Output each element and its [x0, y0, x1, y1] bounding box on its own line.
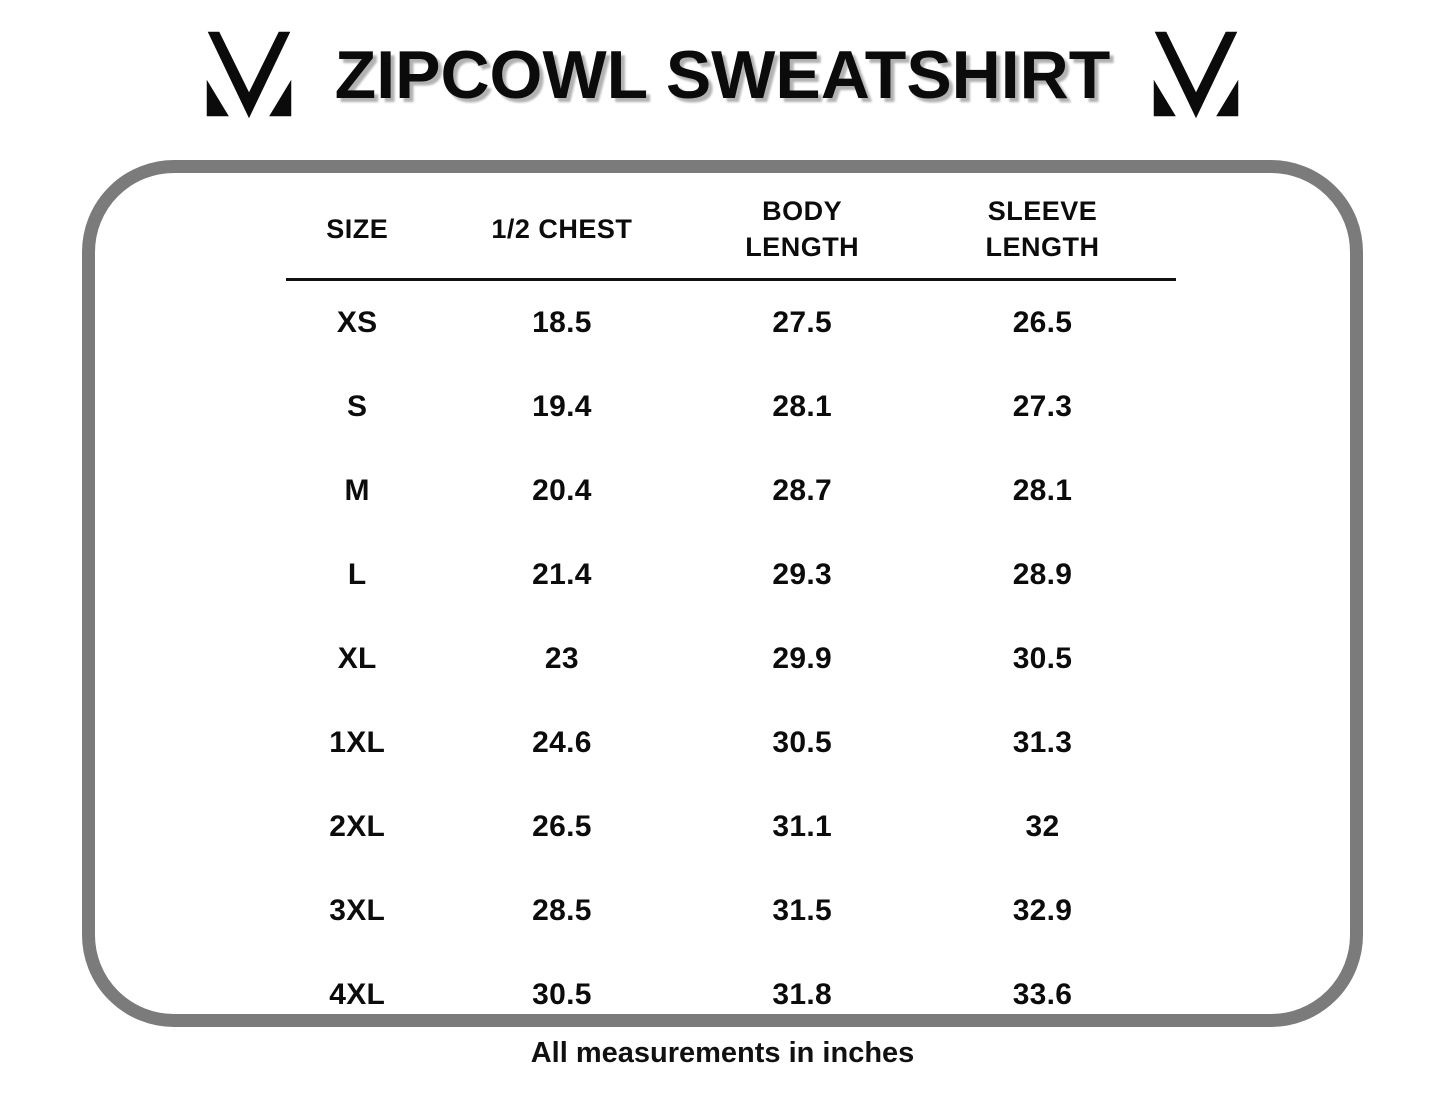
m-monogram-icon [1154, 31, 1239, 119]
page-title: ZIPCOWL SWEATSHIRT [334, 37, 1111, 113]
footer-note: All measurements in inches [530, 1037, 915, 1069]
half-chest-cell: 20.4 [532, 473, 592, 507]
body-length-cell: 29.9 [772, 641, 832, 675]
size-row-s: S 19.4 28.1 27.3 [286, 365, 1176, 449]
size-row-l: L 21.4 29.3 28.9 [286, 533, 1176, 617]
sleeve-length-cell: 27.3 [1012, 389, 1073, 423]
column-header-body-length: BODY LENGTH [745, 196, 860, 263]
header: ZIPCOWL SWEATSHIRT [0, 0, 1445, 126]
size-cell: L [347, 557, 367, 591]
sleeve-length-cell: 28.9 [1012, 557, 1073, 591]
half-chest-cell: 21.4 [532, 557, 592, 591]
body-length-cell: 30.5 [772, 725, 832, 759]
size-chart-header: SIZE 1/2 CHEST BODY LENGTH SLEEVE LENGTH [286, 173, 1176, 280]
half-chest-cell: 30.5 [532, 977, 592, 1011]
header-row: SIZE 1/2 CHEST BODY LENGTH SLEEVE LENGTH [286, 173, 1176, 280]
size-cell: 3XL [329, 893, 386, 927]
body-length-cell: 31.1 [772, 809, 832, 843]
half-chest-cell: 19.4 [532, 389, 592, 423]
body-length-cell: 29.3 [772, 557, 832, 591]
size-cell: XL [337, 641, 377, 675]
size-row-m: M 20.4 28.7 28.1 [286, 449, 1176, 533]
size-row-4xl: 4XL 30.5 31.8 33.6 [286, 953, 1176, 1037]
column-header-sleeve-length: SLEEVE LENGTH [985, 196, 1100, 263]
size-cell: 1XL [329, 725, 386, 759]
half-chest-cell: 24.6 [532, 725, 592, 759]
m-monogram-icon [206, 31, 291, 119]
size-chart-table: SIZE 1/2 CHEST BODY LENGTH SLEEVE LENGTH… [286, 173, 1176, 1037]
size-row-xl: XL 23 29.9 30.5 [286, 617, 1176, 701]
size-chart-frame: SIZE 1/2 CHEST BODY LENGTH SLEEVE LENGTH… [82, 160, 1363, 1027]
size-cell: XS [336, 305, 378, 339]
sleeve-length-cell: 26.5 [1012, 305, 1073, 339]
half-chest-cell: 28.5 [532, 893, 592, 927]
brand-logo-right [1146, 27, 1246, 123]
sleeve-length-cell: 32 [1025, 809, 1060, 843]
brand-logo-left [199, 27, 299, 123]
sleeve-length-cell: 32.9 [1012, 893, 1073, 927]
size-cell: S [347, 389, 368, 423]
sleeve-length-cell: 31.3 [1012, 725, 1073, 759]
body-length-cell: 31.8 [772, 977, 832, 1011]
size-chart-body: XS 18.5 27.5 26.5 S 19.4 28.1 27.3 M 20.… [286, 279, 1176, 1037]
column-header-half-chest: 1/2 CHEST [491, 214, 633, 245]
size-row-xs: XS 18.5 27.5 26.5 [286, 279, 1176, 365]
size-row-3xl: 3XL 28.5 31.5 32.9 [286, 869, 1176, 953]
size-row-1xl: 1XL 24.6 30.5 31.3 [286, 701, 1176, 785]
body-length-cell: 27.5 [772, 305, 832, 339]
sleeve-length-cell: 28.1 [1012, 473, 1073, 507]
body-length-cell: 28.7 [772, 473, 832, 507]
body-length-cell: 28.1 [772, 389, 832, 423]
body-length-cell: 31.5 [772, 893, 832, 927]
half-chest-cell: 26.5 [532, 809, 592, 843]
column-header-size: SIZE [326, 214, 389, 245]
size-cell: 4XL [329, 977, 386, 1011]
size-row-2xl: 2XL 26.5 31.1 32 [286, 785, 1176, 869]
half-chest-cell: 18.5 [532, 305, 592, 339]
half-chest-cell: 23 [544, 641, 579, 675]
size-cell: 2XL [329, 809, 386, 843]
sleeve-length-cell: 30.5 [1012, 641, 1073, 675]
sleeve-length-cell: 33.6 [1012, 977, 1073, 1011]
size-cell: M [344, 473, 370, 507]
